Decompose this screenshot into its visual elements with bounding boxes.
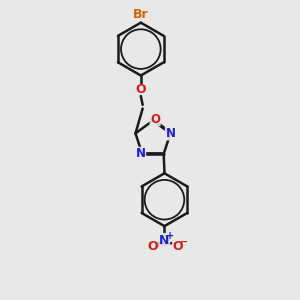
Text: +: + xyxy=(166,231,174,241)
Text: N: N xyxy=(159,234,170,247)
Text: Br: Br xyxy=(133,8,148,21)
Text: O: O xyxy=(147,240,158,253)
Text: N: N xyxy=(165,127,176,140)
Text: O: O xyxy=(136,83,146,96)
Text: −: − xyxy=(180,237,188,247)
Text: O: O xyxy=(150,113,160,126)
Text: N: N xyxy=(136,147,146,160)
Text: O: O xyxy=(173,240,183,253)
